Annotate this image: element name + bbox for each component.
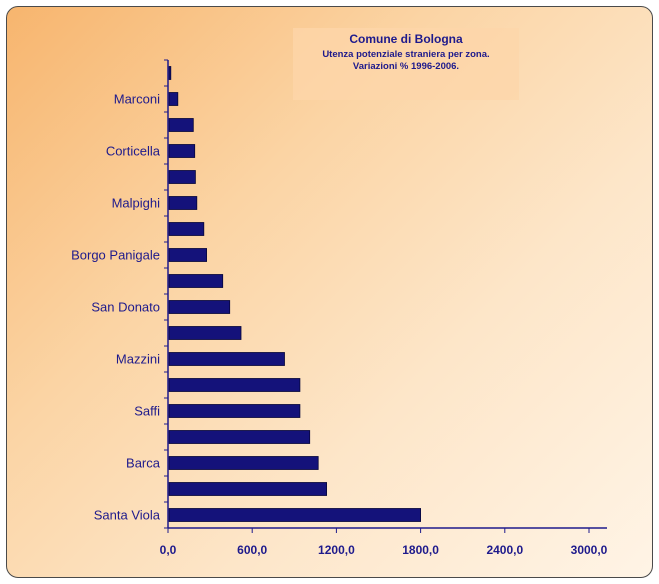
bar	[168, 118, 194, 132]
x-tick-label: 0,0	[160, 543, 177, 557]
chart-subtitle-line-1: Utenza potenziale straniera per zona.	[322, 49, 490, 60]
bar	[168, 456, 319, 470]
bar	[168, 222, 205, 236]
y-tick-label: San Donato	[91, 300, 160, 315]
bar	[168, 326, 242, 340]
y-tick-label: Borgo Panigale	[71, 248, 160, 263]
x-tick-label: 3000,0	[571, 543, 608, 557]
x-tick-label: 1200,0	[318, 543, 355, 557]
y-tick-label: Santa Viola	[94, 508, 161, 523]
bar	[168, 274, 224, 288]
chart-subtitle-line-2: Variazioni % 1996-2006.	[352, 61, 460, 72]
y-tick-label: Corticella	[106, 144, 161, 159]
chart-title: Comune di Bologna	[349, 32, 463, 46]
bar	[168, 92, 179, 106]
bar	[168, 482, 328, 496]
y-tick-label: Mazzini	[116, 352, 160, 367]
y-tick-label: Saffi	[134, 404, 160, 419]
chart-title-box: Comune di Bologna Utenza potenziale stra…	[293, 28, 519, 100]
bar	[168, 352, 285, 366]
bar	[168, 508, 422, 522]
y-tick-label: Marconi	[114, 92, 160, 107]
x-tick-label: 1800,0	[402, 543, 439, 557]
bar	[168, 378, 301, 392]
bar	[168, 404, 301, 418]
bar	[168, 144, 196, 158]
bar	[168, 170, 196, 184]
x-tick-label: 2400,0	[486, 543, 523, 557]
y-tick-label: Malpighi	[112, 196, 161, 211]
x-tick-label: 600,0	[237, 543, 267, 557]
bar	[168, 248, 207, 262]
bar	[168, 196, 198, 210]
y-tick-label: Barca	[126, 456, 161, 471]
chart-frame	[6, 6, 653, 578]
bar	[168, 66, 172, 80]
bar	[168, 300, 231, 314]
chart-subtitle: Utenza potenziale straniera per zona. Va…	[293, 49, 519, 73]
bar	[168, 430, 311, 444]
